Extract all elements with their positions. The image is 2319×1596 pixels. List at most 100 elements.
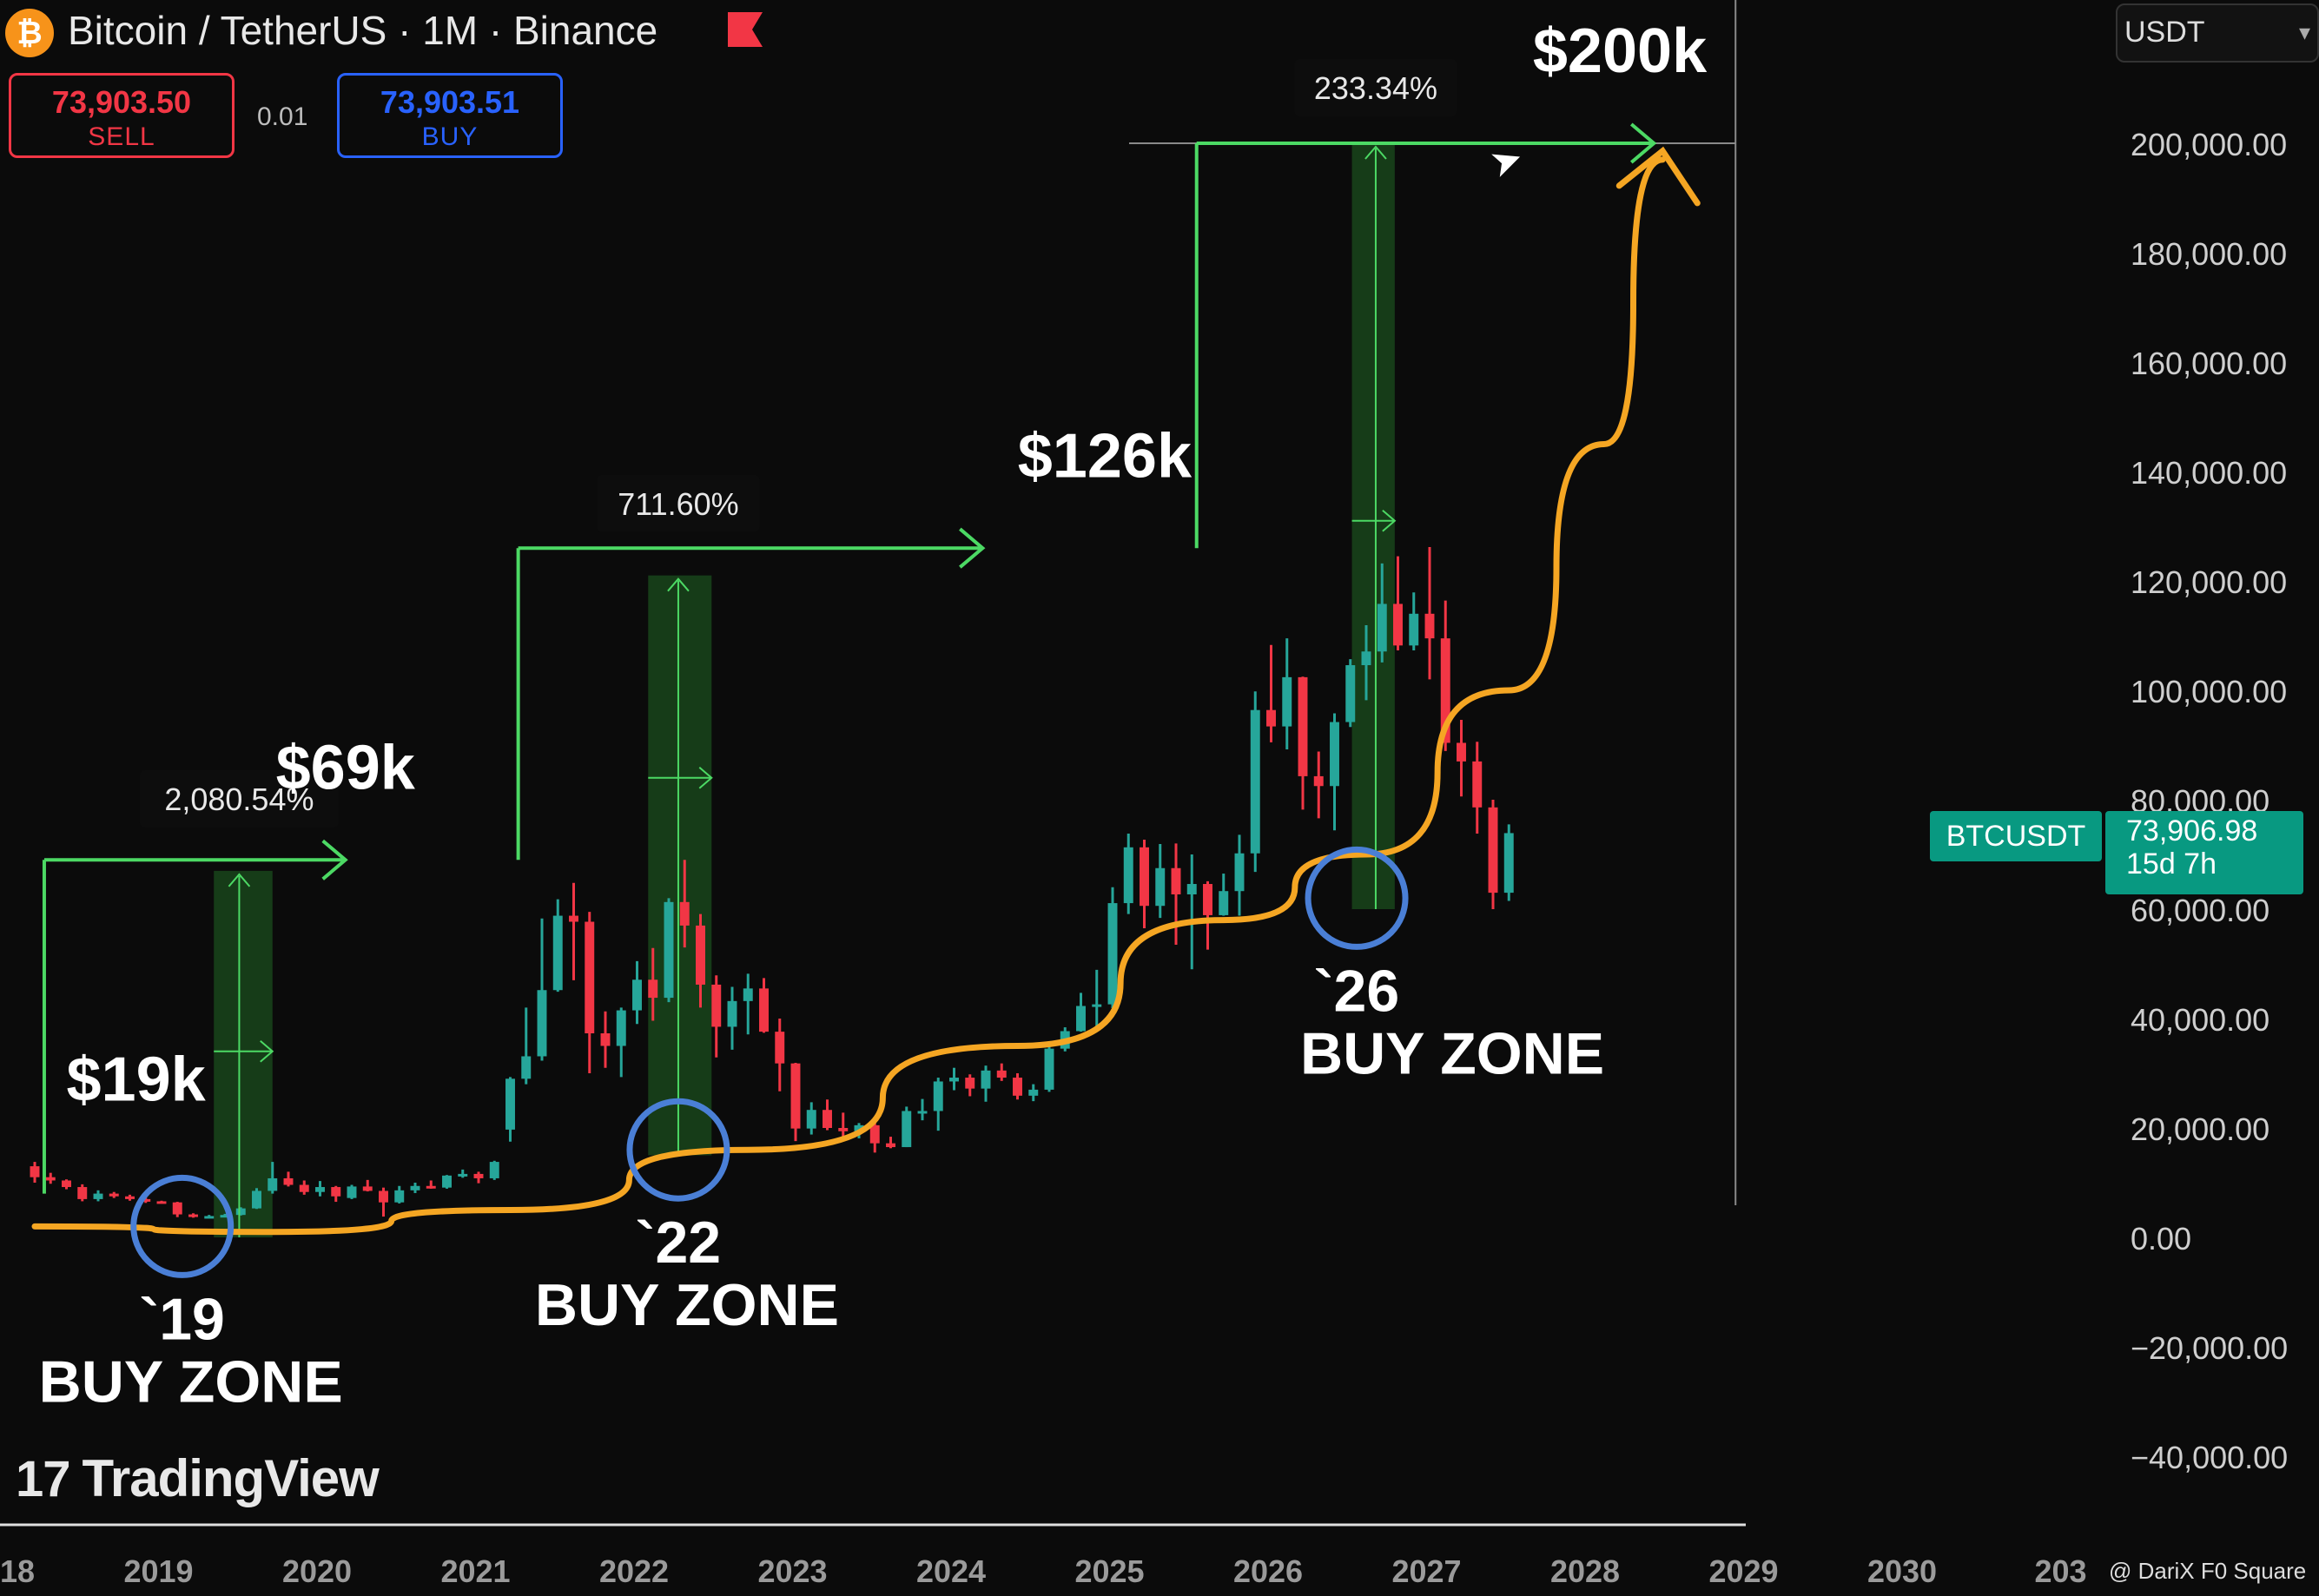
candle-body <box>426 1185 436 1189</box>
candle-body <box>172 1202 182 1215</box>
candle-body <box>806 1110 816 1129</box>
candle-body <box>902 1111 912 1148</box>
candle <box>759 978 769 1033</box>
candle-body <box>362 1186 373 1191</box>
candle <box>1457 720 1466 797</box>
candle <box>648 947 658 1021</box>
x-tick-label: 2018 <box>0 1553 35 1589</box>
candle <box>886 1137 895 1149</box>
candle-body <box>347 1186 357 1198</box>
candle-body <box>823 1110 832 1128</box>
candle-body <box>283 1177 294 1185</box>
candle <box>505 1077 515 1142</box>
candle-body <box>156 1201 167 1204</box>
candle <box>790 1063 801 1142</box>
target-zone-1 <box>214 870 273 1237</box>
candle <box>1171 843 1181 945</box>
buy-zone-circle-3 <box>1305 846 1409 950</box>
x-tick-label: 203 <box>2034 1553 2086 1589</box>
y-tick-label: 0.00 <box>2131 1221 2191 1256</box>
candle <box>1140 839 1149 929</box>
candle-body <box>743 988 753 1001</box>
candle <box>458 1169 468 1178</box>
step-arrowhead-1 <box>321 839 348 880</box>
candle <box>489 1160 499 1180</box>
candle <box>394 1185 405 1204</box>
candle <box>1234 834 1245 916</box>
candle <box>1282 638 1292 750</box>
candle-body <box>600 1033 611 1046</box>
tradingview-logo: 17 TradingView <box>16 1448 380 1508</box>
x-tick-label: 2024 <box>916 1553 986 1589</box>
candle <box>62 1179 71 1190</box>
buy-zone-circle-1 <box>130 1174 235 1278</box>
candle-body <box>1250 709 1260 854</box>
candle-body <box>1266 709 1276 727</box>
candle <box>743 973 753 1035</box>
y-tick-label: 100,000.00 <box>2131 674 2287 709</box>
x-tick-label: 2020 <box>282 1553 352 1589</box>
candle-body <box>648 979 658 999</box>
buy-button[interactable]: 73,903.51 BUY <box>337 73 563 158</box>
candle-body <box>1028 1089 1039 1096</box>
candle <box>299 1180 309 1195</box>
candle-body <box>1472 761 1483 808</box>
tradingview-wordmark: TradingView <box>82 1449 380 1507</box>
candle <box>1424 546 1435 680</box>
candle-body <box>1123 847 1133 904</box>
candle <box>996 1063 1007 1081</box>
candle-body <box>1345 665 1356 722</box>
growth-curve-arrowhead <box>1615 146 1701 207</box>
buy-zone-year-1: `19 <box>140 1286 225 1352</box>
measure-label-box-2 <box>597 474 760 532</box>
candle <box>917 1098 928 1121</box>
candle <box>1298 676 1308 810</box>
candle-body <box>252 1190 261 1209</box>
candle-body <box>869 1124 880 1144</box>
measure-right-arrowhead-2 <box>698 767 713 789</box>
x-tick-label: 2027 <box>1391 1553 1461 1589</box>
spread-value: 0.01 <box>257 102 308 131</box>
candle <box>727 986 737 1050</box>
candle-body <box>1393 603 1403 646</box>
candle-body <box>30 1166 40 1177</box>
x-tick-label: 2019 <box>123 1553 193 1589</box>
symbol-title[interactable]: Bitcoin / TetherUS · 1M · Binance <box>68 8 658 53</box>
candle <box>537 918 547 1061</box>
x-tick-label: 2021 <box>440 1553 510 1589</box>
candle-body <box>77 1187 88 1199</box>
candle-body <box>996 1070 1007 1078</box>
candle-body <box>1424 613 1435 639</box>
candle-body <box>1282 676 1292 727</box>
candle <box>1203 880 1212 950</box>
candle-body <box>933 1081 943 1111</box>
x-tick-label: 2029 <box>1708 1553 1778 1589</box>
candle-body <box>838 1128 849 1131</box>
candle-body <box>552 915 563 991</box>
candle-body <box>1440 638 1450 743</box>
candle-body <box>759 988 769 1032</box>
price-label-3: $126k <box>1018 421 1193 491</box>
candle <box>410 1183 420 1193</box>
sell-button[interactable]: 73,903.50 SELL <box>9 73 235 158</box>
candle <box>869 1119 880 1153</box>
y-tick-label: 140,000.00 <box>2131 455 2287 491</box>
candle <box>585 912 595 1073</box>
candle-body <box>1361 651 1371 666</box>
y-tick-label: 200,000.00 <box>2131 127 2287 162</box>
candle-body <box>268 1177 278 1191</box>
candle-body <box>1171 867 1181 894</box>
candle <box>93 1190 103 1202</box>
sell-label: SELL <box>88 122 155 151</box>
candle <box>331 1185 341 1203</box>
measure-right-arrowhead-1 <box>260 1040 274 1063</box>
candle <box>664 898 674 1003</box>
watermark: @ DariX F0 Square <box>2109 1558 2307 1584</box>
candle-body <box>505 1078 515 1130</box>
candle <box>711 975 722 1058</box>
currency-select[interactable]: USDT ▾ <box>2116 3 2319 63</box>
measure-right-arrowhead-3 <box>1382 509 1397 532</box>
candle-body <box>489 1162 499 1178</box>
candle-body <box>537 990 547 1057</box>
